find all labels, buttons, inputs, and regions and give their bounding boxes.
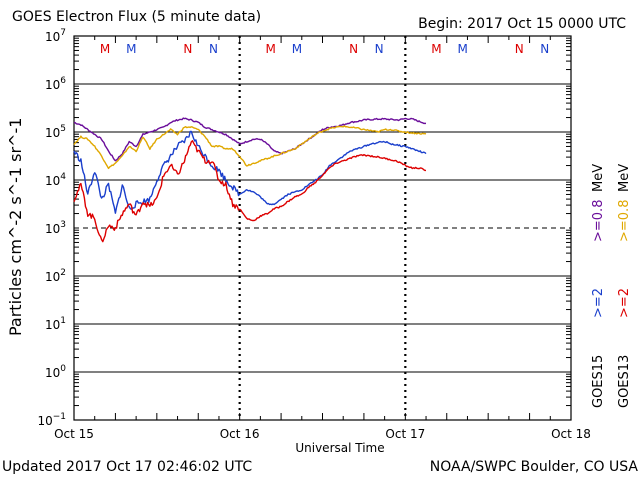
y-axis-label: Particles cm^-2 s^-1 sr^-1 <box>6 118 25 336</box>
y-tick-label: 105 <box>45 124 66 140</box>
y-tick-label: 101 <box>45 316 66 332</box>
plot-area: Oct 15 Oct 16 Oct 17 Oct 18 107 106 105 104 103 1… <box>37 28 590 441</box>
x-tick-label: Oct 15 <box>54 427 94 441</box>
y-tick-label: 106 <box>45 76 66 92</box>
y-tick-label: 102 <box>45 268 66 284</box>
legend-goes13: GOES13 <box>617 355 632 408</box>
series-line <box>73 130 427 214</box>
marker-label: N <box>209 42 218 56</box>
x-tick-label: Oct 17 <box>385 427 425 441</box>
legend-item: >=2 <box>591 288 606 318</box>
legend-item: MeV <box>591 164 606 192</box>
marker-label: M <box>292 42 302 56</box>
legend-item: MeV <box>617 164 632 192</box>
legend-item: >=0.8 <box>591 200 606 242</box>
y-tick-label: 10−1 <box>37 412 66 428</box>
marker-label: M <box>126 42 136 56</box>
series-line <box>73 125 427 170</box>
updated-timestamp: Updated 2017 Oct 17 02:46:02 UTC <box>2 459 253 475</box>
marker-label: M <box>431 42 441 56</box>
legend-goes15: GOES15 <box>591 355 606 408</box>
y-tick-label: 100 <box>45 364 66 380</box>
y-tick-label: 107 <box>45 28 66 44</box>
y-axis-label-text: Particles cm^-2 s^-1 sr^-1 <box>6 118 25 336</box>
marker-label: N <box>375 42 384 56</box>
marker-label: N <box>349 42 358 56</box>
series-line <box>73 117 427 162</box>
y-tick-label: 104 <box>45 172 66 188</box>
marker-label: M <box>457 42 467 56</box>
marker-label: N <box>540 42 549 56</box>
y-tick-label: 103 <box>45 220 66 236</box>
x-tick-label: Oct 18 <box>551 427 591 441</box>
marker-label: M <box>100 42 110 56</box>
begin-time: Begin: 2017 Oct 15 0000 UTC <box>418 16 626 32</box>
marker-label: N <box>183 42 192 56</box>
legend-item: >=2 <box>617 288 632 318</box>
marker-label: N <box>515 42 524 56</box>
x-tick-label: Oct 16 <box>220 427 260 441</box>
chart-title: GOES Electron Flux (5 minute data) <box>12 9 262 25</box>
marker-label: M <box>266 42 276 56</box>
x-axis-label: Universal Time <box>295 441 385 455</box>
credit: NOAA/SWPC Boulder, CO USA <box>429 459 638 475</box>
series-line <box>73 140 426 243</box>
legend-item: >=0.8 <box>617 200 632 242</box>
legend: GOES15 GOES13 >=2 >=0.8 MeV >=2 >=0.8 MeV <box>591 164 632 408</box>
